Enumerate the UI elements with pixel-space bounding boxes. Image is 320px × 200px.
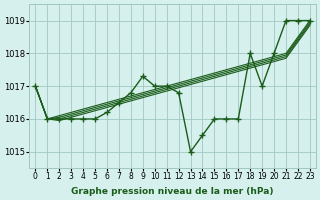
X-axis label: Graphe pression niveau de la mer (hPa): Graphe pression niveau de la mer (hPa) [71,187,274,196]
